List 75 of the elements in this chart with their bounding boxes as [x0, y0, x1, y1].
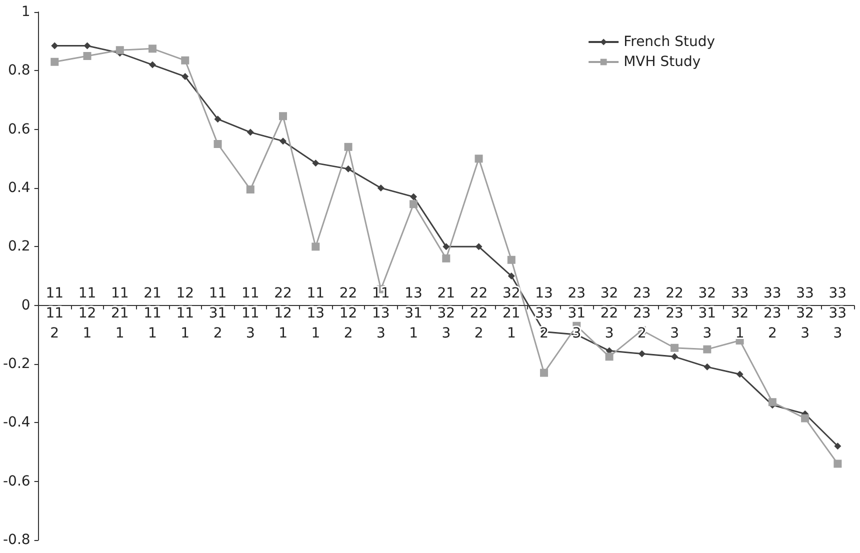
- x-tick-label: 22 12 2: [339, 285, 358, 342]
- x-tick-label: 22 23 3: [666, 285, 684, 342]
- x-tick-label: 11 31 2: [208, 285, 227, 342]
- point: [181, 56, 190, 64]
- point: [377, 184, 384, 192]
- legend-label: MVH Study: [624, 54, 701, 70]
- y-tick-label: 1: [21, 4, 30, 20]
- x-tick-label: 33 32 3: [796, 285, 814, 342]
- point: [507, 256, 516, 264]
- x-tick-label: 22 12 1: [274, 285, 292, 342]
- point: [214, 140, 222, 148]
- point: [834, 442, 842, 450]
- point: [442, 254, 450, 262]
- point: [508, 272, 515, 280]
- x-tick-label: 21 11 1: [144, 285, 162, 342]
- y-tick-label: -0.2: [2, 356, 30, 372]
- x-tick-label: 33 23 2: [764, 285, 782, 342]
- point: [834, 460, 842, 468]
- x-tick-label: 32 21 1: [502, 285, 520, 342]
- y-tick-label: 0.8: [8, 62, 30, 79]
- x-tick-label: 11 21 1: [110, 285, 129, 342]
- point: [671, 353, 678, 360]
- point: [312, 160, 320, 167]
- point: [312, 242, 320, 251]
- x-tick-label: 23 23 2: [633, 285, 651, 342]
- point: [280, 138, 287, 145]
- point: [801, 414, 810, 422]
- point: [279, 112, 288, 120]
- point: [540, 368, 548, 377]
- x-tick-label: 11 13 1: [306, 285, 325, 342]
- point: [214, 116, 222, 123]
- y-tick-label: -0.8: [2, 532, 30, 548]
- x-tick-label: 22 22 2: [470, 285, 488, 342]
- point: [116, 46, 124, 54]
- x-tick-label: 11 11 2: [46, 285, 64, 342]
- x-tick-label: 11 11 3: [241, 285, 260, 342]
- x-tick-label: 12 11 1: [176, 285, 194, 342]
- point: [703, 345, 712, 354]
- y-tick-label: 0.2: [8, 238, 30, 255]
- point: [148, 44, 157, 53]
- point: [474, 154, 483, 163]
- x-tick-label: 11 12 1: [78, 285, 96, 342]
- x-tick-label: 33 33 3: [828, 285, 847, 342]
- point: [246, 128, 254, 136]
- x-tick-label: 21 32 3: [437, 285, 456, 342]
- y-tick-label: -0.4: [2, 414, 30, 431]
- x-tick-label: 32 31 3: [698, 285, 716, 342]
- y-tick-label: 0: [21, 297, 30, 314]
- point: [605, 352, 614, 361]
- x-tick-label: 32 22 3: [600, 285, 618, 342]
- point: [50, 58, 59, 66]
- point: [410, 200, 418, 208]
- y-tick-label: 0.6: [8, 121, 30, 138]
- legend-label: French Study: [624, 34, 716, 50]
- point: [83, 52, 92, 60]
- point: [182, 73, 189, 80]
- x-tick-label: 11 13 3: [372, 285, 390, 342]
- point: [344, 165, 352, 172]
- point: [475, 243, 482, 250]
- point: [51, 42, 58, 50]
- point: [84, 42, 91, 50]
- point: [768, 398, 776, 406]
- point: [149, 61, 156, 68]
- point: [638, 350, 646, 358]
- point: [442, 243, 450, 250]
- point: [246, 185, 254, 194]
- point: [736, 370, 744, 378]
- point: [704, 363, 711, 370]
- y-tick-label: 0.4: [8, 180, 30, 196]
- x-tick-label: 13 31 1: [404, 285, 422, 342]
- point: [670, 344, 679, 352]
- y-tick-label: -0.6: [2, 473, 30, 490]
- point: [344, 142, 352, 151]
- x-tick-label: 33 32 1: [730, 285, 749, 342]
- point: [410, 193, 418, 200]
